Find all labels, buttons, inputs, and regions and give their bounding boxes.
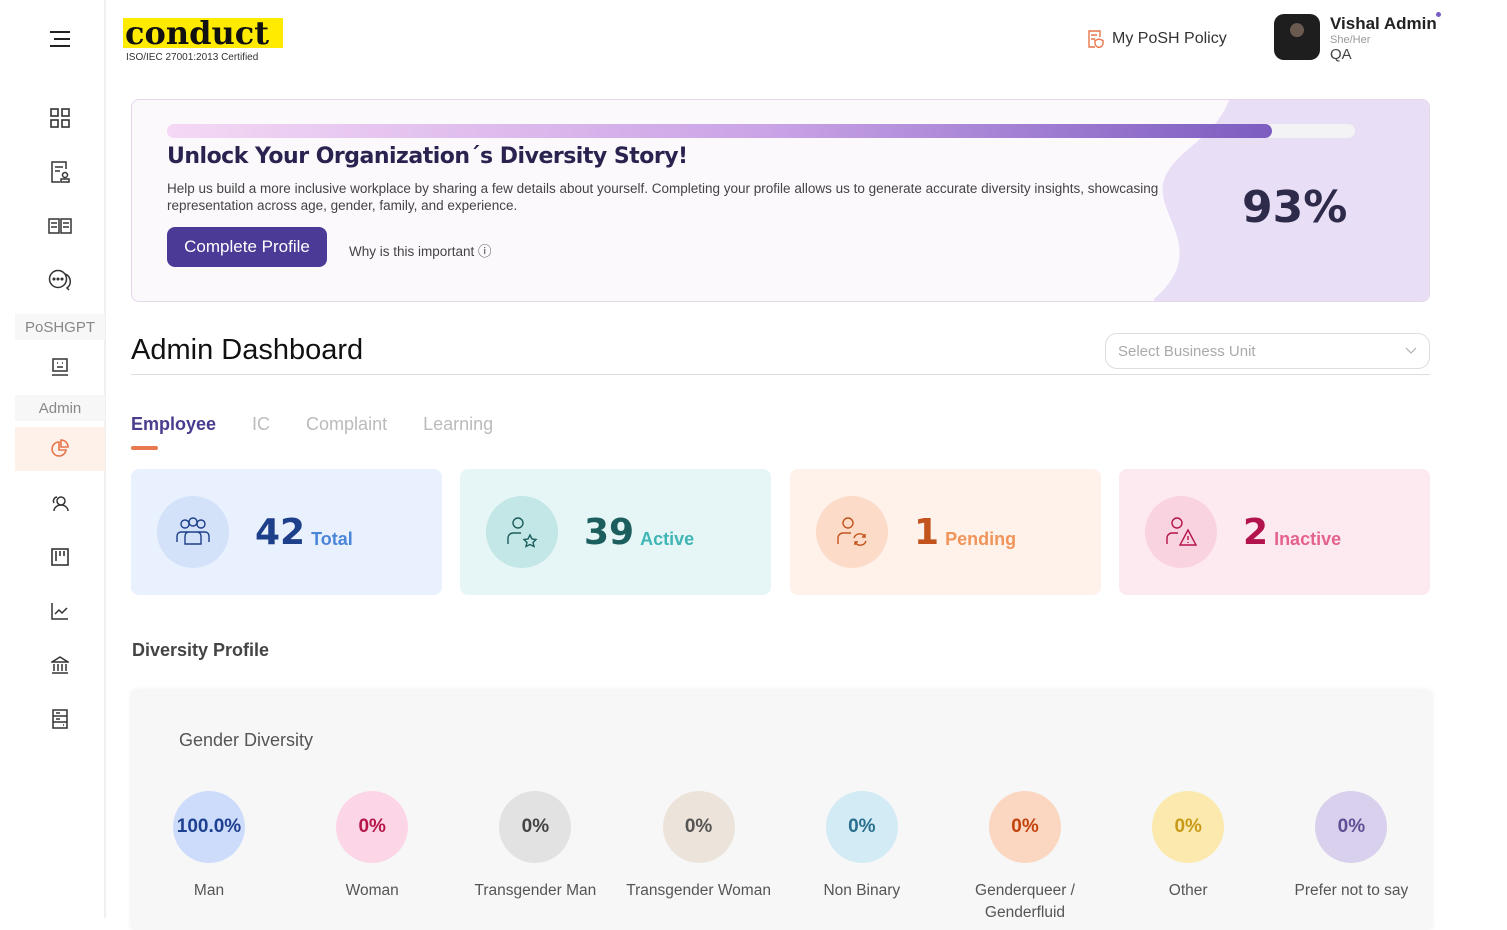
stat-label: Active bbox=[640, 528, 695, 549]
progress-fill bbox=[167, 124, 1272, 138]
profile-completion-banner: Unlock Your Organization´s Diversity Sto… bbox=[131, 99, 1430, 302]
chevron-down-icon bbox=[1405, 347, 1417, 354]
server-icon[interactable] bbox=[45, 704, 75, 734]
gender-percent-circle: 0% bbox=[1152, 791, 1225, 863]
user-star-icon bbox=[486, 496, 558, 568]
avatar bbox=[1274, 14, 1320, 60]
user-pronouns: She/Her bbox=[1330, 34, 1371, 46]
sidebar-label-admin: Admin bbox=[15, 395, 105, 421]
gender-item: 0% Genderqueer / Genderfluid bbox=[945, 791, 1105, 924]
tab-learning[interactable]: Learning bbox=[423, 414, 494, 434]
gender-percent-circle: 0% bbox=[662, 791, 735, 863]
stat-card-inactive[interactable]: 2 Inactive bbox=[1119, 469, 1430, 595]
gender-item: 0% Woman bbox=[292, 791, 452, 902]
tab-ic[interactable]: IC bbox=[252, 414, 271, 434]
logo-wordmark: conduct bbox=[123, 17, 283, 49]
gender-item: 0% Other bbox=[1108, 791, 1268, 902]
book-icon[interactable] bbox=[45, 211, 75, 241]
completion-percent: 93% bbox=[1242, 182, 1348, 233]
policy-document-icon[interactable] bbox=[45, 157, 75, 187]
business-unit-select[interactable]: Select Business Unit bbox=[1105, 333, 1430, 369]
gender-item: 100.0% Man bbox=[129, 791, 289, 902]
gender-label: Genderqueer / Genderfluid bbox=[975, 882, 1075, 921]
board-icon[interactable] bbox=[45, 542, 75, 572]
gender-percent-circle: 0% bbox=[499, 791, 572, 863]
stat-value: 39 bbox=[584, 511, 635, 553]
tab-employee[interactable]: Employee bbox=[131, 414, 217, 450]
users-icon[interactable] bbox=[45, 488, 75, 518]
why-important-link[interactable]: Why is this important ⓘ bbox=[349, 244, 492, 259]
dashboard-tabs: Employee IC Complaint Learning bbox=[131, 414, 494, 450]
sidebar-label-poshgpt: PoSHGPT bbox=[15, 314, 105, 340]
banner-description: Help us build a more inclusive workplace… bbox=[167, 181, 1159, 213]
gender-label: Woman bbox=[345, 882, 399, 899]
user-profile[interactable]: Vishal Admin She/Her QA bbox=[1274, 14, 1437, 63]
gender-percent-circle: 0% bbox=[336, 791, 409, 863]
user-role: QA bbox=[1330, 46, 1352, 63]
page-title: Admin Dashboard bbox=[131, 334, 364, 366]
policy-shield-icon bbox=[1088, 30, 1104, 48]
business-unit-placeholder: Select Business Unit bbox=[1118, 342, 1256, 360]
stat-value: 1 bbox=[914, 511, 940, 553]
gender-percent-circle: 0% bbox=[1315, 791, 1388, 863]
gender-diversity-card: Gender Diversity 100.0% Man 0% Woman 0% Trans… bbox=[131, 690, 1432, 930]
banner-title: Unlock Your Organization´s Diversity Sto… bbox=[167, 144, 688, 169]
stat-label: Total bbox=[311, 528, 353, 549]
sidebar-item-analytics-active[interactable] bbox=[15, 427, 105, 471]
gender-percent-circle: 0% bbox=[825, 791, 898, 863]
line-chart-icon[interactable] bbox=[45, 596, 75, 626]
gender-item: 0% Transgender Woman bbox=[619, 791, 779, 902]
stat-card-pending[interactable]: 1 Pending bbox=[790, 469, 1101, 595]
gender-label: Prefer not to say bbox=[1294, 882, 1409, 899]
notification-dot bbox=[1436, 12, 1441, 17]
banner-decoration bbox=[1154, 100, 1429, 301]
policy-label: My PoSH Policy bbox=[1112, 30, 1227, 47]
gender-diversity-title: Gender Diversity bbox=[179, 730, 314, 750]
profile-progress-bar bbox=[167, 124, 1355, 138]
gender-label: Transgender Woman bbox=[626, 882, 771, 899]
gender-item: 0% Non Binary bbox=[782, 791, 942, 902]
gender-item: 0% Transgender Man bbox=[455, 791, 615, 902]
stat-card-total[interactable]: 42 Total bbox=[131, 469, 442, 595]
dashboard-icon[interactable] bbox=[45, 103, 75, 133]
chat-icon[interactable] bbox=[45, 265, 75, 295]
conduct-logo[interactable]: conduct ISO/IEC 27001:2013 Certified bbox=[123, 17, 283, 63]
user-name: Vishal Admin bbox=[1330, 14, 1437, 33]
user-sync-icon bbox=[816, 496, 888, 568]
stat-value: 42 bbox=[255, 511, 306, 553]
gender-item: 0% Prefer not to say bbox=[1271, 791, 1431, 902]
title-divider bbox=[131, 374, 1430, 375]
users-group-icon bbox=[157, 496, 229, 568]
my-posh-policy-link[interactable]: My PoSH Policy bbox=[1088, 30, 1227, 48]
pie-chart-icon[interactable] bbox=[45, 434, 75, 464]
stat-card-active[interactable]: 39 Active bbox=[460, 469, 771, 595]
stat-label: Inactive bbox=[1274, 528, 1342, 549]
gender-label: Transgender Man bbox=[474, 882, 597, 899]
user-warning-icon bbox=[1145, 496, 1217, 568]
bot-icon[interactable] bbox=[45, 352, 75, 382]
gender-percent-circle: 0% bbox=[989, 791, 1061, 863]
certification-text: ISO/IEC 27001:2013 Certified bbox=[126, 52, 259, 63]
complete-profile-button[interactable]: Complete Profile bbox=[167, 227, 327, 267]
gender-percent-circle: 100.0% bbox=[173, 791, 245, 863]
diversity-profile-heading: Diversity Profile bbox=[132, 640, 270, 660]
bank-icon[interactable] bbox=[45, 650, 75, 680]
menu-icon[interactable] bbox=[45, 24, 75, 54]
gender-label: Man bbox=[193, 882, 225, 899]
sidebar: PoSHGPT Admin bbox=[0, 0, 106, 918]
stat-value: 2 bbox=[1243, 511, 1269, 553]
gender-label: Other bbox=[1168, 882, 1208, 899]
gender-label: Non Binary bbox=[823, 882, 901, 899]
tab-complaint[interactable]: Complaint bbox=[306, 414, 388, 434]
stat-label: Pending bbox=[945, 528, 1017, 549]
